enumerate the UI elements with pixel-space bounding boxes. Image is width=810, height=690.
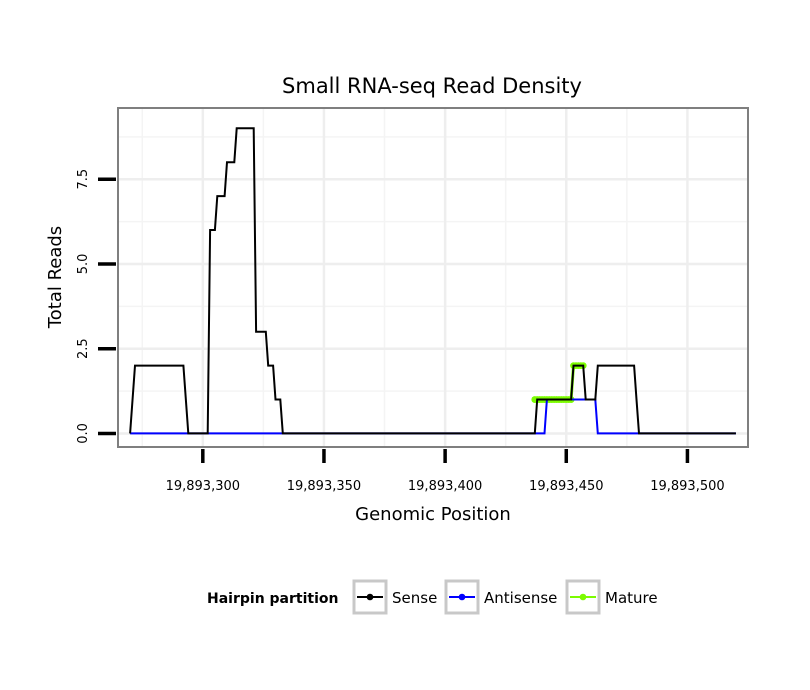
legend-key-point — [458, 593, 466, 601]
y-axis: 0.0 2.5 5.0 7.5 — [76, 169, 116, 444]
legend-key-point — [366, 593, 374, 601]
x-axis: 19,893,300 19,893,350 19,893,400 19,893,450… — [166, 449, 725, 494]
x-tick-label: 19,893,350 — [287, 479, 361, 494]
legend-item-sense: Sense — [352, 579, 437, 615]
grid-major — [118, 108, 748, 447]
legend-label: Antisense — [484, 589, 557, 607]
plot-background — [118, 108, 748, 447]
legend-key-point — [579, 593, 587, 601]
x-tick-label: 19,893,450 — [529, 479, 603, 494]
sense-line — [129, 127, 736, 435]
y-tick-label: 2.5 — [76, 338, 91, 359]
y-tick-label: 0.0 — [76, 423, 91, 444]
legend-item-antisense: Antisense — [444, 579, 557, 615]
legend: Hairpin partition Sense Antisense Mature — [207, 579, 658, 615]
plot-border — [117, 107, 749, 448]
x-tick-label: 19,893,400 — [408, 479, 482, 494]
x-axis-label: Genomic Position — [355, 504, 511, 525]
legend-label: Mature — [605, 589, 658, 607]
legend-label: Sense — [392, 589, 437, 607]
series-layer — [129, 127, 736, 435]
y-tick-label: 5.0 — [76, 254, 91, 275]
x-tick-label: 19,893,500 — [650, 479, 724, 494]
legend-item-mature: Mature — [565, 579, 658, 615]
chart-title: Small RNA-seq Read Density — [282, 74, 582, 98]
legend-title: Hairpin partition — [207, 591, 338, 607]
y-tick-label: 7.5 — [76, 169, 91, 190]
x-tick-label: 19,893,300 — [166, 479, 240, 494]
plot-area — [117, 107, 749, 448]
y-axis-label: Total Reads — [45, 226, 66, 329]
